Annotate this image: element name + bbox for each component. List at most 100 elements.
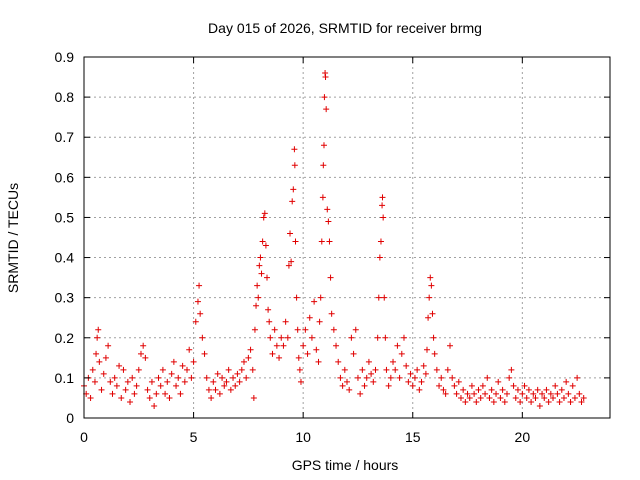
data-point [105, 342, 112, 349]
data-point [131, 390, 138, 397]
data-point [203, 374, 210, 381]
y-tick-label: 0.1 [55, 370, 75, 386]
data-point [95, 326, 102, 333]
chart-title: Day 015 of 2026, SRMTID for receiver brm… [208, 20, 482, 36]
data-point [337, 374, 344, 381]
plot-frame [83, 56, 611, 419]
y-axis-label: SRMTID / TECUs [5, 183, 21, 293]
data-point [407, 370, 414, 377]
data-point [422, 370, 429, 377]
data-point [571, 394, 578, 401]
data-point [569, 382, 576, 389]
data-point [512, 394, 519, 401]
data-point [164, 378, 171, 385]
data-point [320, 162, 327, 169]
data-point [414, 366, 421, 373]
data-point [335, 358, 342, 365]
data-point [436, 382, 443, 389]
data-point [449, 374, 456, 381]
data-point [473, 398, 480, 405]
y-tick-label: 0.2 [55, 330, 75, 346]
data-point [486, 394, 493, 401]
data-point [153, 390, 160, 397]
data-point [346, 386, 353, 393]
data-point [96, 358, 103, 365]
data-point [565, 390, 572, 397]
data-point [457, 394, 464, 401]
data-point [427, 274, 434, 281]
grid [84, 57, 610, 418]
data-point [111, 374, 118, 381]
data-point [383, 366, 390, 373]
data-point [380, 214, 387, 221]
data-point [290, 186, 297, 193]
data-point [264, 274, 271, 281]
data-point [552, 382, 559, 389]
data-point [468, 382, 475, 389]
data-point [318, 238, 325, 245]
data-point [464, 390, 471, 397]
data-point [199, 334, 206, 341]
data-point [287, 230, 294, 237]
data-point [219, 374, 226, 381]
data-point [253, 302, 260, 309]
data-point [352, 326, 359, 333]
data-point [148, 378, 155, 385]
data-point [438, 374, 445, 381]
data-point [190, 358, 197, 365]
data-point [375, 294, 382, 301]
data-point [175, 374, 182, 381]
data-point [400, 334, 407, 341]
data-point [339, 382, 346, 389]
data-point [308, 334, 315, 341]
data-point [497, 394, 504, 401]
data-point [292, 238, 299, 245]
data-point [294, 326, 301, 333]
data-point [499, 386, 506, 393]
data-point [173, 382, 180, 389]
data-point [525, 386, 532, 393]
data-point [93, 350, 100, 357]
data-point [170, 358, 177, 365]
data-point [370, 378, 377, 385]
data-point [311, 298, 318, 305]
data-point [475, 386, 482, 393]
data-point [506, 374, 513, 381]
x-tick-label: 0 [80, 429, 88, 445]
data-point [201, 350, 208, 357]
data-point [392, 366, 399, 373]
data-point [440, 386, 447, 393]
data-point [363, 374, 370, 381]
data-point [293, 294, 300, 301]
data-point [510, 382, 517, 389]
data-point [429, 310, 436, 317]
data-point [250, 394, 257, 401]
data-point [181, 378, 188, 385]
data-point [179, 362, 186, 369]
data-point [379, 202, 386, 209]
data-point [372, 366, 379, 373]
data-point [94, 334, 101, 341]
data-point [324, 206, 331, 213]
data-point [455, 378, 462, 385]
x-tick-label: 5 [190, 429, 198, 445]
y-tick-label: 0.6 [55, 169, 75, 185]
data-point [261, 210, 268, 217]
data-point [269, 350, 276, 357]
data-point [291, 162, 298, 169]
data-point [394, 342, 401, 349]
data-point [376, 254, 383, 261]
data-point [528, 398, 535, 405]
data-point [514, 386, 521, 393]
axis-ticks: 0 0.1 0.2 0.3 0.4 0.5 0.6 0.7 0.8 0.9 0 5 10 15 20 [55, 49, 610, 445]
data-point [396, 374, 403, 381]
data-point [567, 398, 574, 405]
data-point [316, 318, 323, 325]
data-point [210, 378, 217, 385]
data-point [503, 390, 510, 397]
data-point [368, 370, 375, 377]
data-point [146, 394, 153, 401]
data-point [129, 374, 136, 381]
